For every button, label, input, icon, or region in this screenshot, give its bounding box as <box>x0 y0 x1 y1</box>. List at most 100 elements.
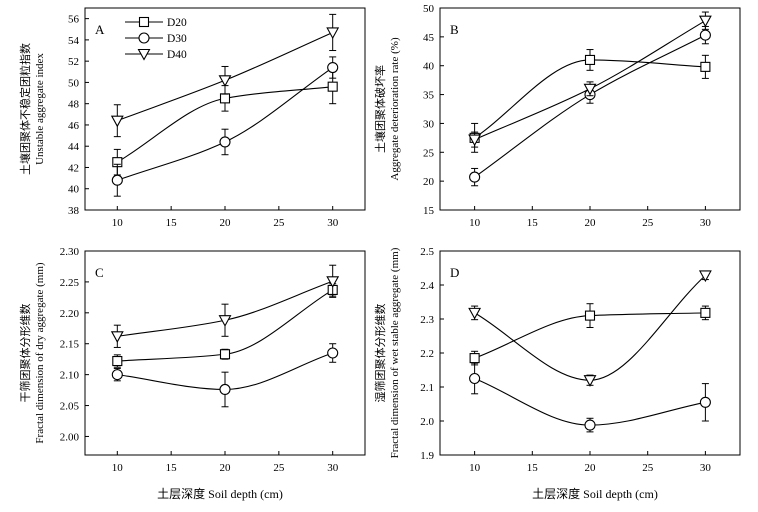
panel-c-series-d30 <box>111 343 339 408</box>
panel-d-series-d20 <box>469 303 711 366</box>
panel-c-x-tick-label: 20 <box>220 462 232 474</box>
panel-a-y-tick-label: 42 <box>68 162 79 174</box>
panel-c-y-tick-label: 2.15 <box>60 339 80 351</box>
panel-b-d30-point <box>699 29 711 41</box>
panel-b-d40-point <box>468 134 482 147</box>
panel-a-y-label-en: Unstable aggregate index <box>34 53 46 165</box>
panel-b-y-label-en: Aggregate deterioration rate (%) <box>389 37 401 181</box>
panel-a-y-label-cn: 土壤团聚体不稳定团粒指数 <box>18 43 32 175</box>
x-axis-label-right: 土层深度 Soil depth (cm) <box>532 486 658 501</box>
panel-a-x-tick-label: 10 <box>112 217 124 229</box>
panel-d-d40-point <box>698 270 712 283</box>
x-axis-label-left: 土层深度 Soil depth (cm) <box>157 486 283 501</box>
panel-d-y-tick-label: 2.2 <box>420 348 434 360</box>
panel-a-d40-point <box>110 115 124 128</box>
panel-a: 10 15 20 25 30 38 40 42 44 46 48 50 52 54 56 A 土壤团聚体不稳定团… <box>18 7 366 229</box>
panel-d-d30-point <box>699 396 711 408</box>
legend-label: D40 <box>167 49 187 61</box>
panel-c-y-tick-label: 2.05 <box>60 401 80 413</box>
legend: D20 D30 D40 <box>125 16 187 61</box>
panel-b-y-tick-label: 45 <box>423 32 435 44</box>
panel-d-y-tick-label: 2.3 <box>420 314 434 326</box>
panel-c-y-tick-label: 2.10 <box>60 370 80 382</box>
panel-c-y-label-cn: 干筛团聚体分形维数 <box>18 304 32 403</box>
panel-a-y-tick-label: 38 <box>68 205 80 217</box>
panel-d-d30-point <box>469 372 481 385</box>
panel-c-d30-point <box>219 383 231 396</box>
legend-item-d40: D40 <box>125 48 187 61</box>
panel-c-y-tick-label: 2.30 <box>60 246 80 258</box>
panel-d-y-tick-label: 1.9 <box>420 450 434 462</box>
panel-b-y-tick-label: 40 <box>423 61 435 73</box>
panel-b-y-tick-label: 35 <box>423 90 435 102</box>
panel-b-y-tick-label: 30 <box>423 118 435 130</box>
panel-c-x-tick-label: 25 <box>273 462 285 474</box>
panel-b-frame <box>439 7 741 211</box>
panel-b-d30-point <box>469 171 481 183</box>
panel-b-x-tick-label: 30 <box>700 217 712 229</box>
panel-b-d40-line <box>474 20 706 141</box>
panel-d-label: D <box>450 265 459 280</box>
panel-a-d30-point <box>111 174 123 186</box>
panel-b-y-tick-label: 50 <box>423 3 435 15</box>
panel-d-d20-point <box>584 310 596 321</box>
panel-c-d30-point <box>111 369 123 381</box>
panel-a-d30-point <box>327 61 339 74</box>
panel-c-d40-point <box>218 315 232 327</box>
panel-b: 10 15 20 25 30 15 20 25 30 35 40 45 50 B 土壤团聚体破坏率 Aggre… <box>373 3 741 229</box>
panel-a-series-d30 <box>111 56 339 197</box>
panel-c-label: C <box>95 265 104 280</box>
panel-c-x-tick-label: 30 <box>327 462 339 474</box>
panel-c-d30-point <box>327 347 339 359</box>
panel-d-x-tick-label: 15 <box>527 462 539 474</box>
panel-d-y-label-cn: 湿筛团聚体分形维数 <box>373 304 387 403</box>
panel-d-y-tick-label: 2.1 <box>420 382 434 394</box>
panel-c-x-tick-label: 15 <box>166 462 178 474</box>
panel-a-y-tick-label: 46 <box>68 120 80 132</box>
panel-a-series-d40 <box>110 13 340 138</box>
panel-d: 10 15 20 25 30 1.9 2.0 2.1 2.2 2.3 2.4 2.5 D 湿筛团聚体分形维… <box>373 246 741 474</box>
panel-c-d20-point <box>219 349 231 360</box>
panel-c-y-tick-label: 2.20 <box>60 308 80 320</box>
panel-d-d40-point <box>468 307 482 320</box>
panel-d-series-d30 <box>469 362 711 433</box>
panel-a-y-tick-label: 54 <box>68 35 80 47</box>
panel-c-y-label-en: Fractal dimension of dry aggregate (mm) <box>34 262 46 443</box>
panel-d-y-tick-label: 2.4 <box>420 280 434 292</box>
legend-item-d30: D30 <box>125 32 187 45</box>
legend-marker <box>138 16 150 28</box>
panel-d-d30-point <box>584 419 596 431</box>
panel-a-y-tick-label: 44 <box>68 141 80 153</box>
panel-a-label: A <box>95 22 105 37</box>
legend-marker <box>138 32 150 44</box>
panel-a-y-tick-label: 40 <box>68 184 80 196</box>
panel-c: 10 15 20 25 30 2.00 2.05 2.10 2.15 2.20 2.25 2.30 C 干… <box>18 246 366 474</box>
panel-a-y-tick-label: 52 <box>68 56 79 68</box>
panel-a-y-tick-label: 48 <box>68 99 80 111</box>
panel-d-x-tick-label: 20 <box>585 462 597 474</box>
panel-c-y-tick-label: 2.00 <box>60 431 80 443</box>
panel-d-d40-point <box>583 375 597 387</box>
panel-c-d40-point <box>326 276 340 288</box>
panel-d-x-tick-label: 30 <box>700 462 712 474</box>
legend-marker <box>137 48 151 61</box>
legend-label: D30 <box>167 33 187 45</box>
panel-b-d40-point <box>698 15 712 28</box>
panel-b-x-tick-label: 10 <box>469 217 481 229</box>
panel-b-y-tick-label: 20 <box>423 176 435 188</box>
panel-a-y-tick-label: 50 <box>68 77 80 89</box>
panel-a-d30-point <box>219 136 231 148</box>
panel-a-d20-point <box>327 81 338 92</box>
panel-b-y-tick-label: 15 <box>423 205 435 217</box>
panel-d-d20-point <box>469 353 480 364</box>
panel-d-x-tick-label: 10 <box>469 462 481 474</box>
panel-b-x-tick-label: 15 <box>527 217 539 229</box>
panel-a-y-tick-label: 56 <box>68 14 80 26</box>
panel-a-d40-point <box>218 75 232 87</box>
panel-b-series-d40 <box>468 11 712 148</box>
panel-d-x-tick-label: 25 <box>642 462 654 474</box>
legend-item-d20: D20 <box>125 16 187 29</box>
panel-c-y-tick-label: 2.25 <box>60 277 80 289</box>
panel-b-d20-point <box>584 54 596 65</box>
